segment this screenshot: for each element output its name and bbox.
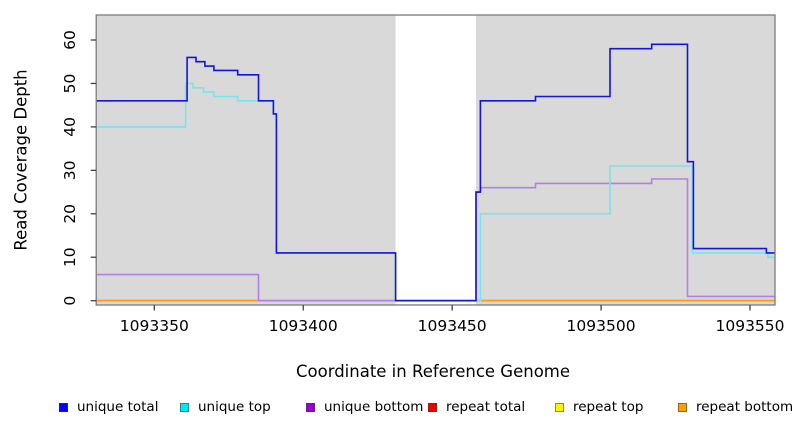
no-coverage-gap — [395, 15, 476, 305]
series-line-unique-bottom — [96, 178, 775, 302]
series-line-unique-total — [96, 43, 775, 302]
y-tick-label: 30 — [61, 160, 79, 180]
y-tick-label: 60 — [61, 30, 79, 50]
x-tick-label: 1093400 — [269, 317, 338, 335]
panel-border — [95, 14, 776, 306]
y-tick-label: 0 — [61, 296, 79, 306]
y-tick-label: 10 — [61, 247, 79, 267]
y-axis-title: Read Coverage Depth — [11, 69, 31, 251]
y-tick-label: 50 — [61, 74, 79, 94]
x-tick-label: 1093500 — [567, 317, 636, 335]
x-axis-title: Coordinate in Reference Genome — [295, 362, 571, 381]
y-tick-label: 20 — [61, 204, 79, 224]
x-tick-label: 1093450 — [418, 317, 487, 335]
x-tick-label: 1093350 — [120, 317, 189, 335]
y-tick-label: 40 — [61, 117, 79, 137]
x-tick-label: 1093550 — [715, 317, 784, 335]
